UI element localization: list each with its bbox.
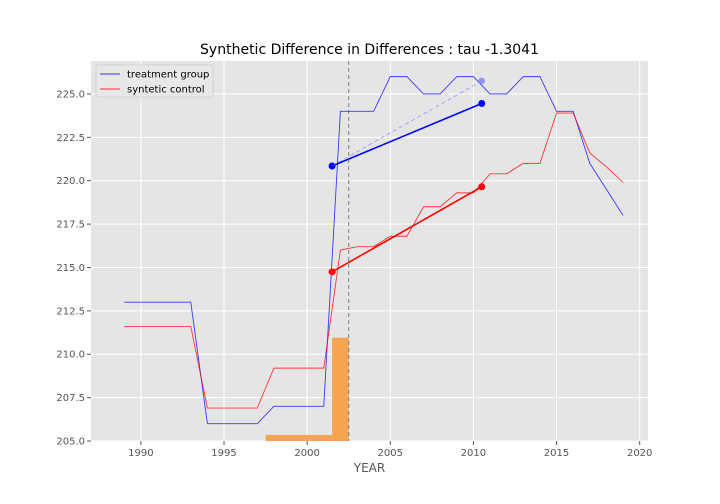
- control-did-segment: [331, 186, 483, 273]
- legend: treatment group syntetic control: [95, 64, 214, 98]
- x-tick-label: 2000: [294, 448, 319, 459]
- counterfactual-did-segment: [331, 80, 482, 167]
- legend-label-control: syntetic control: [127, 85, 205, 96]
- legend-box: [95, 64, 214, 98]
- control-series-line: [124, 112, 624, 409]
- weight-bar: [332, 337, 349, 441]
- y-axis-ticks: 205.0 207.5 210.0 212.5 215.0 217.5 220.0 222.5…: [56, 89, 91, 448]
- weight-bar: [265, 434, 333, 441]
- y-tick-label: 205.0: [56, 437, 85, 448]
- x-tick-label: 2010: [461, 448, 486, 459]
- x-axis-label: YEAR: [353, 461, 385, 475]
- control-pre-point: [328, 268, 336, 276]
- y-tick-label: 210.0: [56, 350, 85, 361]
- legend-label-treatment: treatment group: [127, 70, 209, 81]
- x-tick-label: 1990: [128, 448, 153, 459]
- chart-title: Synthetic Difference in Differences : ta…: [200, 42, 539, 58]
- grid: [91, 61, 648, 442]
- treatment-did-segment: [331, 102, 483, 167]
- x-axis-ticks: 1990 1995 2000 2005 2010 2015 2020: [128, 441, 652, 459]
- treatment-series-line: [124, 76, 624, 425]
- y-tick-label: 222.5: [56, 133, 85, 144]
- x-tick-label: 2020: [627, 448, 652, 459]
- y-tick-label: 215.0: [56, 263, 85, 274]
- y-tick-label: 212.5: [56, 306, 85, 317]
- x-tick-label: 2005: [378, 448, 403, 459]
- y-tick-label: 217.5: [56, 220, 85, 231]
- counterfactual-point: [478, 77, 486, 85]
- x-tick-label: 1995: [211, 448, 236, 459]
- x-tick-label: 2015: [544, 448, 569, 459]
- control-post-point: [478, 183, 486, 191]
- treatment-post-point: [478, 100, 486, 108]
- did-segments: [328, 77, 486, 276]
- y-tick-label: 220.0: [56, 176, 85, 187]
- series-lines: [124, 76, 624, 425]
- y-tick-label: 207.5: [56, 393, 85, 404]
- weight-bars: [265, 337, 349, 441]
- y-tick-label: 225.0: [56, 89, 85, 100]
